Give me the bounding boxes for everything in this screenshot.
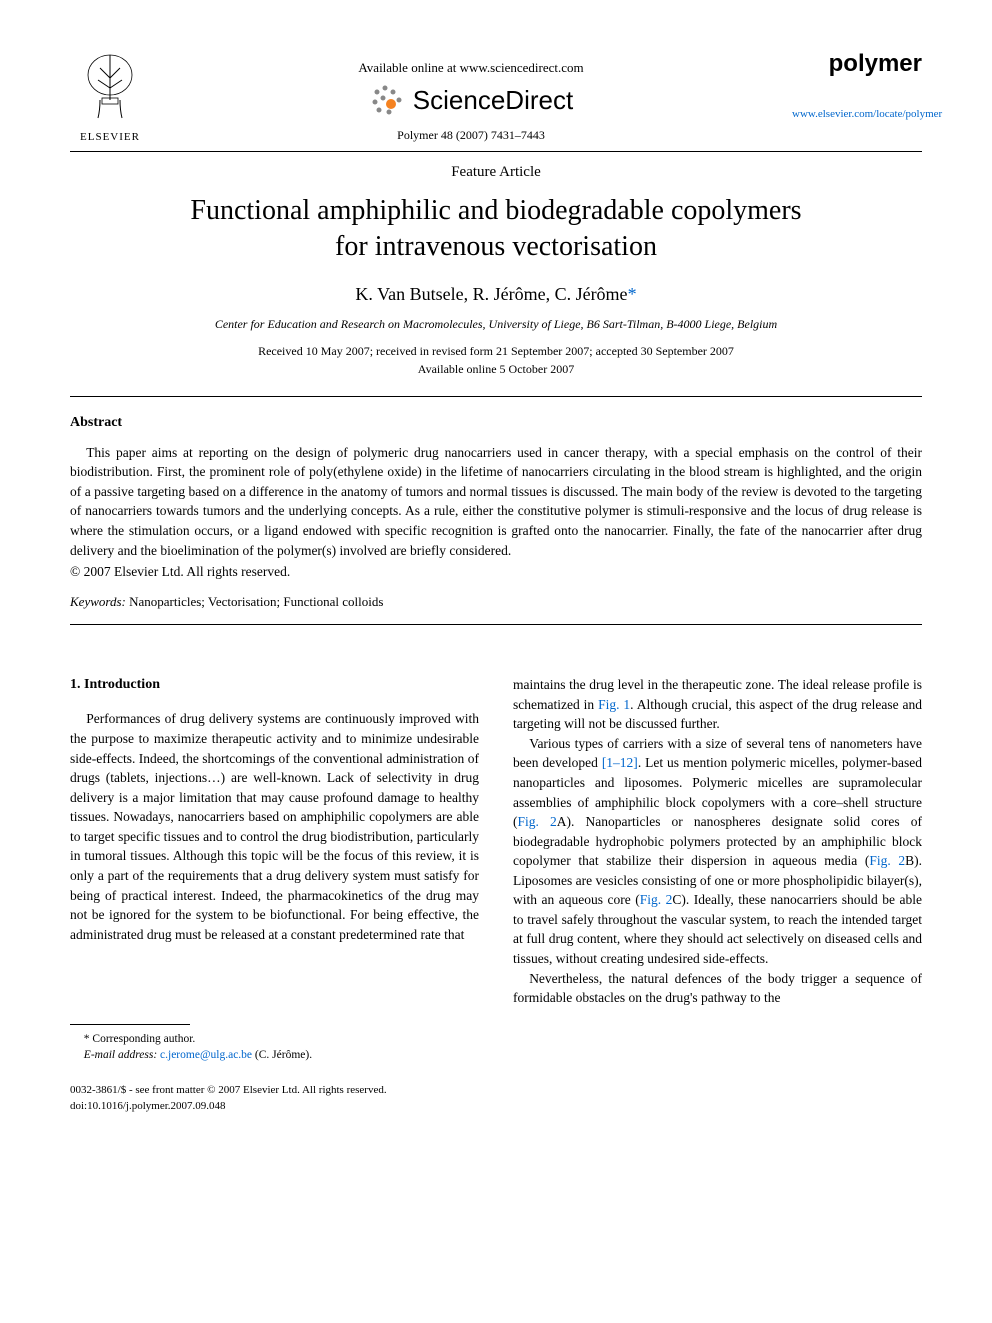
divider-mid-1 bbox=[70, 396, 922, 397]
footnote-divider bbox=[70, 1024, 190, 1025]
body-columns: 1. Introduction Performances of drug del… bbox=[70, 675, 922, 1063]
footer-line2: doi:10.1016/j.polymer.2007.09.048 bbox=[70, 1099, 922, 1114]
col2-p2-c: A). Nanoparticles or nanospheres designa… bbox=[513, 814, 922, 868]
corresponding-author-note: * Corresponding author. bbox=[70, 1031, 479, 1047]
footer: 0032-3861/$ - see front matter © 2007 El… bbox=[70, 1083, 922, 1114]
journal-logo-text: polymer bbox=[792, 50, 922, 78]
journal-citation: Polymer 48 (2007) 7431–7443 bbox=[150, 128, 792, 143]
elsevier-tree-icon bbox=[80, 50, 140, 129]
keywords-values: Nanoparticles; Vectorisation; Functional… bbox=[126, 594, 384, 609]
elsevier-label: ELSEVIER bbox=[80, 131, 140, 143]
email-attribution: (C. Jérôme). bbox=[252, 1049, 312, 1061]
center-header: Available online at www.sciencedirect.co… bbox=[150, 50, 792, 143]
keywords-line: Keywords: Nanoparticles; Vectorisation; … bbox=[70, 594, 922, 610]
email-label: E-mail address: bbox=[84, 1049, 157, 1061]
intro-para-1: Performances of drug delivery systems ar… bbox=[70, 709, 479, 944]
authors: K. Van Butsele, R. Jérôme, C. Jérôme* bbox=[70, 284, 922, 305]
authors-names: K. Van Butsele, R. Jérôme, C. Jérôme bbox=[355, 284, 627, 304]
affiliation: Center for Education and Research on Mac… bbox=[70, 317, 922, 332]
email-line: E-mail address: c.jerome@ulg.ac.be (C. J… bbox=[70, 1047, 479, 1063]
dates-line2: Available online 5 October 2007 bbox=[418, 362, 574, 376]
title-line2: for intravenous vectorisation bbox=[335, 231, 657, 262]
divider-top bbox=[70, 151, 922, 152]
fig2b-link[interactable]: Fig. 2 bbox=[869, 853, 905, 868]
column-left: 1. Introduction Performances of drug del… bbox=[70, 675, 479, 1063]
copyright-text: © 2007 Elsevier Ltd. All rights reserved… bbox=[70, 564, 922, 580]
divider-mid-2 bbox=[70, 624, 922, 625]
section-1-heading: 1. Introduction bbox=[70, 675, 479, 695]
fig1-link[interactable]: Fig. 1 bbox=[598, 697, 630, 712]
email-link[interactable]: c.jerome@ulg.ac.be bbox=[157, 1049, 252, 1061]
col2-para-3: Nevertheless, the natural defences of th… bbox=[513, 969, 922, 1008]
col2-para-1: maintains the drug level in the therapeu… bbox=[513, 675, 922, 734]
fig2a-link[interactable]: Fig. 2 bbox=[518, 814, 557, 829]
sciencedirect-dots-icon bbox=[369, 82, 405, 118]
available-online-text: Available online at www.sciencedirect.co… bbox=[150, 60, 792, 76]
abstract-heading: Abstract bbox=[70, 415, 922, 431]
corresponding-marker[interactable]: * bbox=[628, 284, 637, 304]
sciencedirect-text: ScienceDirect bbox=[413, 85, 573, 116]
elsevier-logo: ELSEVIER bbox=[70, 50, 150, 143]
dates-line1: Received 10 May 2007; received in revise… bbox=[258, 344, 734, 358]
column-right: maintains the drug level in the therapeu… bbox=[513, 675, 922, 1063]
abstract-text: This paper aims at reporting on the desi… bbox=[70, 443, 922, 560]
journal-url-link[interactable]: www.elsevier.com/locate/polymer bbox=[792, 108, 922, 120]
article-type: Feature Article bbox=[70, 164, 922, 181]
journal-logo-block: polymer www.elsevier.com/locate/polymer bbox=[792, 50, 922, 120]
header-row: ELSEVIER Available online at www.science… bbox=[70, 50, 922, 143]
refs-1-12-link[interactable]: [1–12] bbox=[602, 755, 638, 770]
keywords-label: Keywords: bbox=[70, 594, 126, 609]
col2-para-2: Various types of carriers with a size of… bbox=[513, 734, 922, 969]
article-dates: Received 10 May 2007; received in revise… bbox=[70, 342, 922, 378]
title-line1: Functional amphiphilic and biodegradable… bbox=[190, 195, 801, 226]
fig2c-link[interactable]: Fig. 2 bbox=[640, 892, 673, 907]
footer-line1: 0032-3861/$ - see front matter © 2007 El… bbox=[70, 1083, 922, 1098]
sciencedirect-logo: ScienceDirect bbox=[150, 82, 792, 118]
article-title: Functional amphiphilic and biodegradable… bbox=[70, 193, 922, 266]
